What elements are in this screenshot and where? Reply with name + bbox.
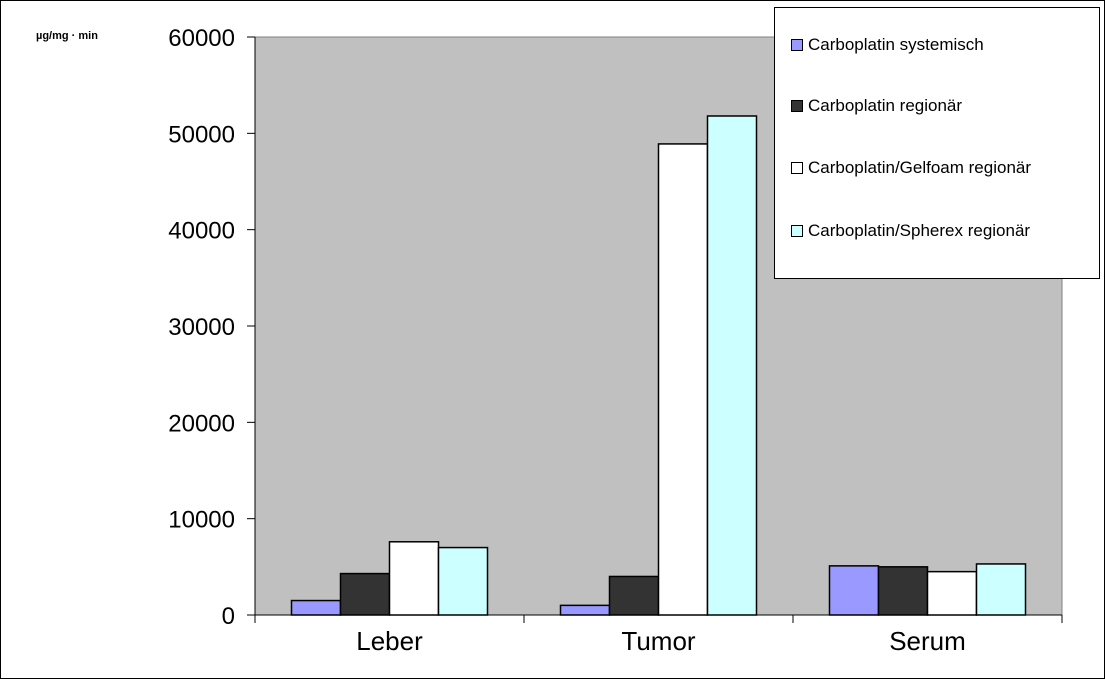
y-tick-label: 60000 [168, 25, 235, 52]
bar [437, 546, 489, 616]
legend-label: Carboplatin/Spherex regionär [808, 221, 1031, 240]
y-tick-label: 10000 [168, 507, 235, 534]
y-axis-label: µg/mg · min [36, 30, 98, 42]
legend-swatch [791, 162, 803, 174]
legend-item: Carboplatin systemisch [791, 35, 984, 55]
bar [828, 565, 880, 616]
y-tick-label: 50000 [168, 121, 235, 148]
x-category-label: Tumor [621, 626, 695, 656]
x-category-label: Serum [889, 626, 966, 656]
bar [559, 604, 611, 616]
legend-label: Carboplatin/Gelfoam regionär [808, 158, 1032, 177]
y-tick-label: 0 [222, 603, 235, 630]
y-tick-label: 30000 [168, 314, 235, 341]
legend-swatch [791, 100, 803, 112]
bar [290, 599, 342, 616]
bar [657, 143, 709, 616]
bar [877, 566, 929, 616]
legend-swatch [791, 39, 803, 51]
legend-item: Carboplatin/Spherex regionär [791, 221, 1030, 241]
bar [926, 570, 978, 616]
bar [706, 115, 758, 616]
legend-label: Carboplatin regionär [808, 96, 963, 115]
legend: Carboplatin systemisch Carboplatin region… [774, 7, 1100, 279]
bar [388, 541, 440, 616]
bar [339, 572, 391, 616]
y-tick-label: 20000 [168, 410, 235, 437]
x-category-label: Leber [356, 626, 423, 656]
bar [975, 563, 1027, 616]
y-tick-label: 40000 [168, 218, 235, 245]
bar [608, 575, 660, 616]
legend-item: Carboplatin/Gelfoam regionär [791, 158, 1031, 178]
legend-swatch [791, 225, 803, 237]
legend-item: Carboplatin regionär [791, 96, 962, 116]
legend-label: Carboplatin systemisch [808, 35, 984, 54]
